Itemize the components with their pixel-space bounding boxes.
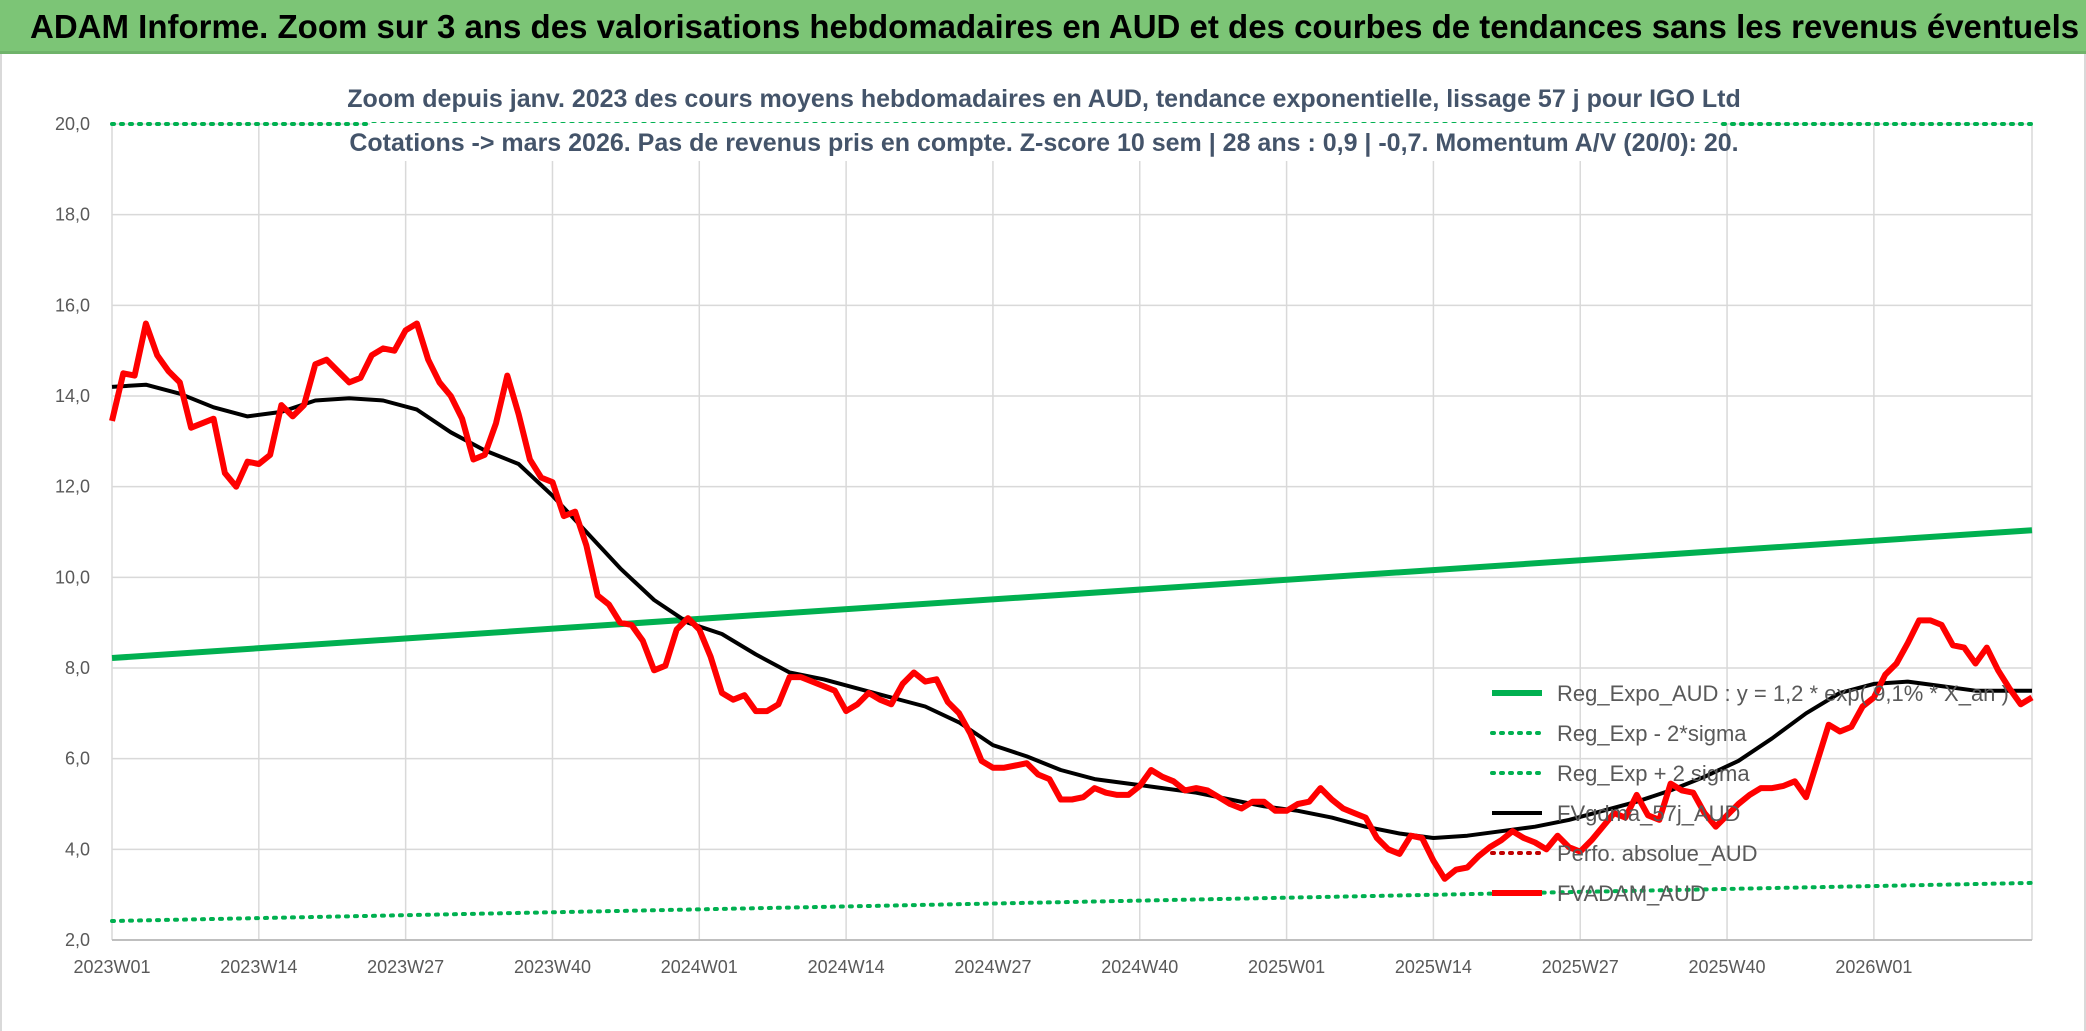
y-tick-label: 20,0 [55,114,90,134]
x-tick-label: 2025W40 [1689,957,1766,977]
x-tick-label: 2024W40 [1101,957,1178,977]
chart-subtitle-line: Cotations -> mars 2026. Pas de revenus p… [349,129,1738,157]
x-tick-label: 2025W14 [1395,957,1472,977]
y-tick-label: 16,0 [55,295,90,315]
price-series [109,320,2034,882]
trend-line-series [111,527,2033,661]
x-tick-label: 2024W01 [661,957,738,977]
legend-entry: FVADAM_AUD [1557,881,1706,906]
legend-entry: Reg_Exp + 2 sigma [1557,761,1750,786]
subtitle-background [370,79,1720,117]
y-tick-label: 18,0 [55,205,90,225]
y-tick-label: 4,0 [65,839,90,859]
y-tick-label: 2,0 [65,930,90,950]
y-tick-label: 12,0 [55,477,90,497]
y-tick-label: 6,0 [65,749,90,769]
smoothed-series [111,382,2032,840]
x-tick-label: 2026W01 [1835,957,1912,977]
legend-entry: FVgdma_57j_AUD [1557,801,1740,826]
x-tick-label: 2023W40 [514,957,591,977]
legend-entry: Reg_Exp - 2*sigma [1557,721,1747,746]
lower-band-series [110,880,2034,923]
chart-subtitle-line: Zoom depuis janv. 2023 des cours moyens … [347,85,1740,113]
y-tick-label: 8,0 [65,658,90,678]
legend-entry: Reg_Expo_AUD : y = 1,2 * exp( 9,1% * X_a… [1557,681,2009,706]
x-tick-label: 2023W14 [220,957,297,977]
x-tick-label: 2025W01 [1248,957,1325,977]
line-chart: 2,0 4,0 6,0 8,0 10,0 12,0 14,0 16,0 18,0 20,0 2023… [55,79,2034,977]
x-tick-label: 2025W27 [1542,957,1619,977]
chart-frame: 2,0 4,0 6,0 8,0 10,0 12,0 14,0 16,0 18,0 20,0 2023… [0,54,2086,1031]
legend-entry: Perfo. absolue_AUD [1557,841,1758,866]
x-tick-label: 2023W01 [73,957,150,977]
x-tick-label: 2024W14 [808,957,885,977]
x-tick-label: 2024W27 [954,957,1031,977]
report-title: ADAM Informe. Zoom sur 3 ans des valoris… [30,8,2080,45]
x-tick-label: 2023W27 [367,957,444,977]
y-tick-label: 10,0 [55,567,90,587]
subtitle-background [370,123,1720,161]
report-banner: ADAM Informe. Zoom sur 3 ans des valoris… [0,0,2086,54]
y-tick-label: 14,0 [55,386,90,406]
